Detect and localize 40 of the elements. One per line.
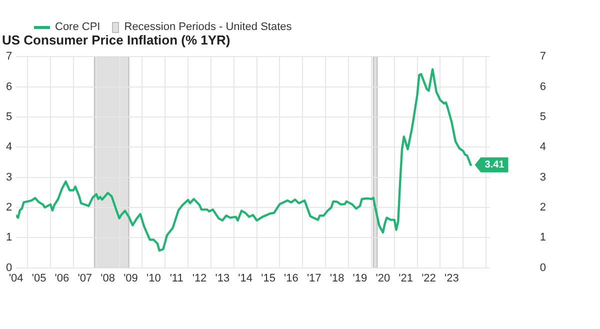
x-tick-label: '06 [54,272,70,284]
x-tick-label: '04 [8,272,24,284]
y2-tick-label: 3 [6,171,12,184]
legend-label: Core CPI [55,21,100,33]
x-tick-label: '14 [238,272,253,284]
y2-tick-label: 6 [6,80,12,93]
y2-tick-label: 0 [6,262,12,274]
y2-tick-label: 1 [6,232,12,244]
x-tick-label: '22 [422,272,436,284]
x-tick-label: '23 [444,272,459,284]
annotation: 3.41 [484,160,505,171]
x-tick-label: '08 [100,272,115,284]
y-tick-label: 5 [540,110,546,123]
x-tick-label: '18 [330,272,344,284]
x-tick-label: '21 [398,272,413,284]
y2-tick-label: 2 [6,201,12,214]
x-tick-label: '05 [32,272,46,284]
x-tick-label: '15 [261,272,276,284]
chart-title: US Consumer Price Inflation (% 1YR) [2,32,230,48]
y-tick-label: 6 [540,80,546,93]
y2-tick-label: 7 [6,50,12,63]
legend-label: Recession Periods - United States [124,21,292,33]
x-tick-label: '07 [78,272,92,284]
x-tick-label: '11 [170,272,184,284]
x-tick-label: '10 [146,272,161,284]
y2-tick-label: 4 [6,141,12,154]
x-tick-label: '09 [124,272,138,284]
y-tick-label: 0 [540,262,546,274]
y-tick-label: 2 [540,201,546,214]
y-tick-label: 1 [540,232,546,244]
y-tick-label: 3 [540,171,546,184]
x-tick-label: '16 [284,272,298,284]
x-tick-label: '12 [192,272,207,284]
x-tick-label: '19 [352,272,368,284]
x-tick-label: '13 [215,272,230,284]
y-tick-label: 7 [540,50,546,63]
x-tick-label: '17 [306,272,322,284]
y2-tick-label: 5 [6,110,12,123]
y-tick-label: 4 [540,141,546,154]
x-tick-label: '20 [376,272,390,284]
